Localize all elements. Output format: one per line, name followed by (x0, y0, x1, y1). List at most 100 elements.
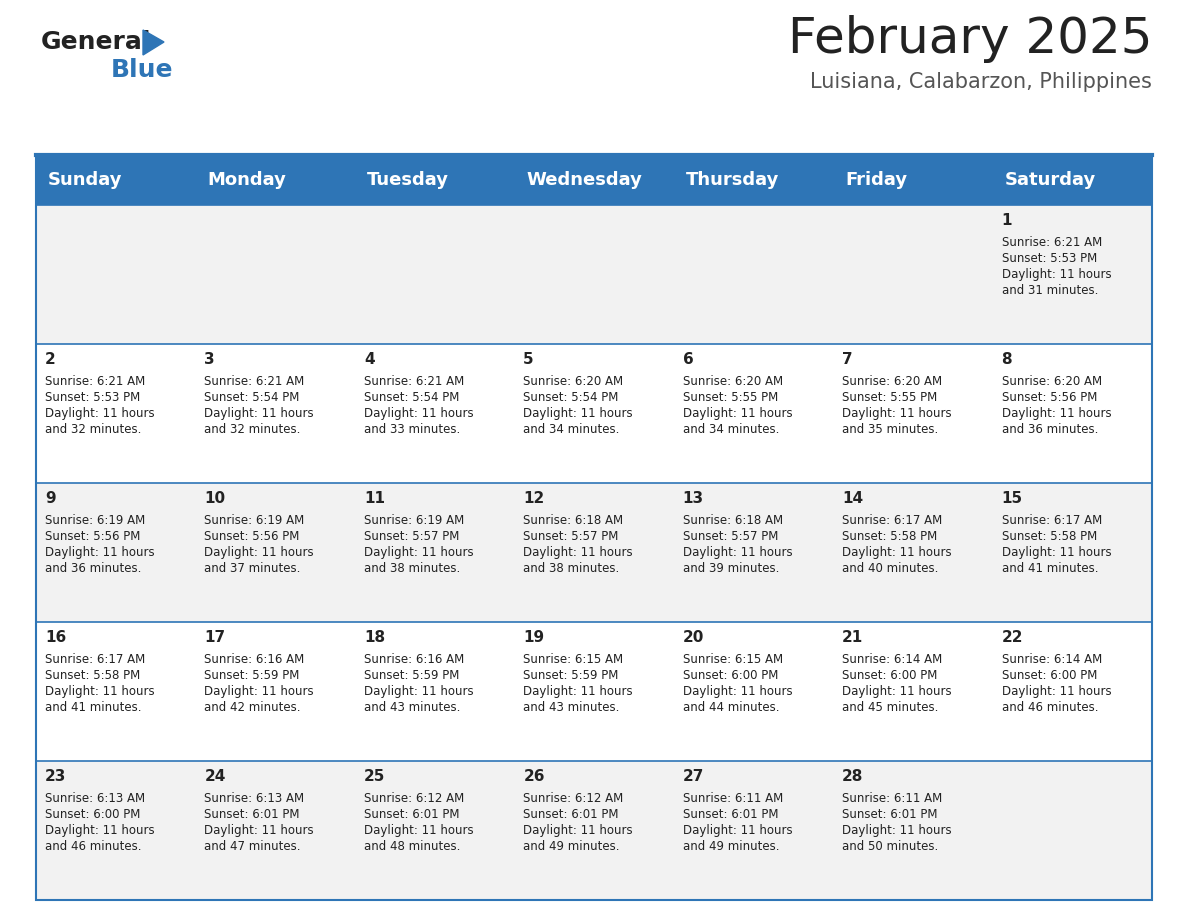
Text: Sunset: 5:56 PM: Sunset: 5:56 PM (45, 530, 140, 543)
Text: Daylight: 11 hours: Daylight: 11 hours (364, 407, 474, 420)
Text: Sunset: 5:54 PM: Sunset: 5:54 PM (523, 391, 619, 404)
Text: and 49 minutes.: and 49 minutes. (523, 840, 620, 853)
Text: Sunrise: 6:13 AM: Sunrise: 6:13 AM (204, 792, 304, 805)
Text: Sunset: 5:58 PM: Sunset: 5:58 PM (842, 530, 937, 543)
Text: and 36 minutes.: and 36 minutes. (45, 562, 141, 575)
Text: Daylight: 11 hours: Daylight: 11 hours (45, 685, 154, 698)
Text: and 49 minutes.: and 49 minutes. (683, 840, 779, 853)
Text: Sunset: 6:01 PM: Sunset: 6:01 PM (523, 808, 619, 821)
Text: Sunrise: 6:12 AM: Sunrise: 6:12 AM (523, 792, 624, 805)
Text: 3: 3 (204, 352, 215, 367)
Text: Daylight: 11 hours: Daylight: 11 hours (364, 546, 474, 559)
Text: Daylight: 11 hours: Daylight: 11 hours (842, 685, 952, 698)
Text: and 41 minutes.: and 41 minutes. (45, 701, 141, 714)
Bar (36, 761, 1152, 900)
Text: Sunrise: 6:14 AM: Sunrise: 6:14 AM (1001, 653, 1101, 666)
Text: Daylight: 11 hours: Daylight: 11 hours (204, 407, 314, 420)
Text: February 2025: February 2025 (788, 15, 1152, 63)
Text: 8: 8 (1001, 352, 1012, 367)
Text: and 46 minutes.: and 46 minutes. (1001, 701, 1098, 714)
Text: and 43 minutes.: and 43 minutes. (364, 701, 460, 714)
Text: Sunrise: 6:11 AM: Sunrise: 6:11 AM (842, 792, 942, 805)
Text: 4: 4 (364, 352, 374, 367)
Text: Sunset: 5:59 PM: Sunset: 5:59 PM (523, 669, 619, 682)
Text: and 31 minutes.: and 31 minutes. (1001, 284, 1098, 297)
Text: 2: 2 (45, 352, 56, 367)
Text: and 37 minutes.: and 37 minutes. (204, 562, 301, 575)
Text: Daylight: 11 hours: Daylight: 11 hours (523, 407, 633, 420)
Text: 20: 20 (683, 630, 704, 645)
Text: Sunset: 5:54 PM: Sunset: 5:54 PM (364, 391, 460, 404)
Text: Daylight: 11 hours: Daylight: 11 hours (523, 546, 633, 559)
Text: 16: 16 (45, 630, 67, 645)
Text: 15: 15 (1001, 491, 1023, 506)
Bar (36, 155, 1152, 900)
Text: Sunrise: 6:21 AM: Sunrise: 6:21 AM (204, 375, 304, 388)
Text: 6: 6 (683, 352, 694, 367)
Text: Sunrise: 6:18 AM: Sunrise: 6:18 AM (683, 514, 783, 527)
Text: Sunrise: 6:20 AM: Sunrise: 6:20 AM (842, 375, 942, 388)
Text: Daylight: 11 hours: Daylight: 11 hours (45, 407, 154, 420)
Text: Sunrise: 6:14 AM: Sunrise: 6:14 AM (842, 653, 942, 666)
Text: Sunset: 5:59 PM: Sunset: 5:59 PM (204, 669, 299, 682)
Text: Luisiana, Calabarzon, Philippines: Luisiana, Calabarzon, Philippines (810, 72, 1152, 92)
Text: Sunrise: 6:20 AM: Sunrise: 6:20 AM (1001, 375, 1101, 388)
Text: Daylight: 11 hours: Daylight: 11 hours (523, 685, 633, 698)
Text: 24: 24 (204, 769, 226, 784)
Text: Sunset: 5:54 PM: Sunset: 5:54 PM (204, 391, 299, 404)
Text: Sunrise: 6:20 AM: Sunrise: 6:20 AM (523, 375, 624, 388)
Bar (36, 205, 1152, 344)
Text: Sunset: 6:00 PM: Sunset: 6:00 PM (842, 669, 937, 682)
Text: and 45 minutes.: and 45 minutes. (842, 701, 939, 714)
Text: and 50 minutes.: and 50 minutes. (842, 840, 939, 853)
Text: Sunrise: 6:19 AM: Sunrise: 6:19 AM (364, 514, 465, 527)
Text: Sunrise: 6:13 AM: Sunrise: 6:13 AM (45, 792, 145, 805)
Text: 12: 12 (523, 491, 544, 506)
Text: and 42 minutes.: and 42 minutes. (204, 701, 301, 714)
Text: Sunset: 5:58 PM: Sunset: 5:58 PM (1001, 530, 1097, 543)
Text: Sunrise: 6:18 AM: Sunrise: 6:18 AM (523, 514, 624, 527)
Text: Wednesday: Wednesday (526, 171, 643, 189)
Text: Sunrise: 6:19 AM: Sunrise: 6:19 AM (204, 514, 304, 527)
Text: 17: 17 (204, 630, 226, 645)
Bar (36, 483, 1152, 622)
Text: Sunrise: 6:15 AM: Sunrise: 6:15 AM (683, 653, 783, 666)
Text: Sunset: 5:57 PM: Sunset: 5:57 PM (683, 530, 778, 543)
Bar (36, 155, 1152, 205)
Text: and 39 minutes.: and 39 minutes. (683, 562, 779, 575)
Polygon shape (143, 30, 164, 55)
Text: Sunset: 6:01 PM: Sunset: 6:01 PM (204, 808, 299, 821)
Text: 28: 28 (842, 769, 864, 784)
Text: Daylight: 11 hours: Daylight: 11 hours (683, 685, 792, 698)
Text: Daylight: 11 hours: Daylight: 11 hours (842, 824, 952, 837)
Text: Friday: Friday (845, 171, 908, 189)
Text: Sunrise: 6:21 AM: Sunrise: 6:21 AM (45, 375, 145, 388)
Text: Tuesday: Tuesday (367, 171, 449, 189)
Text: 11: 11 (364, 491, 385, 506)
Bar (36, 622, 1152, 761)
Text: Daylight: 11 hours: Daylight: 11 hours (1001, 685, 1111, 698)
Text: Daylight: 11 hours: Daylight: 11 hours (364, 685, 474, 698)
Text: 1: 1 (1001, 213, 1012, 228)
Text: and 34 minutes.: and 34 minutes. (683, 423, 779, 436)
Text: 5: 5 (523, 352, 533, 367)
Text: Monday: Monday (208, 171, 286, 189)
Text: Saturday: Saturday (1005, 171, 1095, 189)
Text: 9: 9 (45, 491, 56, 506)
Text: Sunset: 6:01 PM: Sunset: 6:01 PM (683, 808, 778, 821)
Text: Sunrise: 6:11 AM: Sunrise: 6:11 AM (683, 792, 783, 805)
Text: Daylight: 11 hours: Daylight: 11 hours (204, 824, 314, 837)
Text: Sunrise: 6:15 AM: Sunrise: 6:15 AM (523, 653, 624, 666)
Text: Sunrise: 6:20 AM: Sunrise: 6:20 AM (683, 375, 783, 388)
Text: and 47 minutes.: and 47 minutes. (204, 840, 301, 853)
Text: and 32 minutes.: and 32 minutes. (45, 423, 141, 436)
Text: 21: 21 (842, 630, 864, 645)
Text: Thursday: Thursday (685, 171, 779, 189)
Text: General: General (42, 30, 152, 54)
Text: Daylight: 11 hours: Daylight: 11 hours (45, 824, 154, 837)
Text: Sunset: 5:55 PM: Sunset: 5:55 PM (683, 391, 778, 404)
Text: and 35 minutes.: and 35 minutes. (842, 423, 939, 436)
Text: Daylight: 11 hours: Daylight: 11 hours (204, 685, 314, 698)
Text: Sunset: 5:56 PM: Sunset: 5:56 PM (1001, 391, 1097, 404)
Text: and 34 minutes.: and 34 minutes. (523, 423, 620, 436)
